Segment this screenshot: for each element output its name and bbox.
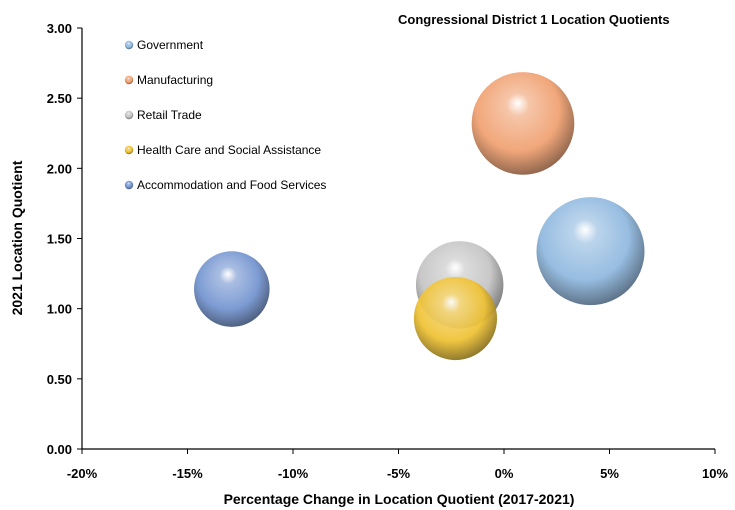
legend-marker: [124, 110, 134, 120]
x-tick-label: -20%: [67, 466, 98, 481]
legend-marker: [124, 145, 134, 155]
legend-marker: [124, 40, 134, 50]
legend-label: Accommodation and Food Services: [137, 178, 326, 192]
chart-title: Congressional District 1 Location Quotie…: [398, 12, 670, 27]
x-tick-label: 5%: [600, 466, 619, 481]
bubble-accommodation-and-food-services: [194, 251, 270, 327]
legend-label: Retail Trade: [137, 108, 202, 122]
axes: 0.00 0.50 1.00 1.50 2.00 2.50 3.00 -20% -15% -10%…: [47, 21, 729, 481]
y-tick-label: 1.50: [47, 232, 72, 247]
bubbles: [194, 72, 645, 361]
x-tick-label: -5%: [387, 466, 411, 481]
legend-marker: [124, 180, 134, 190]
legend-label: Government: [137, 38, 204, 52]
legend-marker: [124, 75, 134, 85]
legend-label: Manufacturing: [137, 73, 213, 87]
y-tick-label: 0.00: [47, 442, 72, 457]
bubble-manufacturing: [471, 72, 575, 175]
bubble-health-care-and-social-assistance: [413, 276, 498, 361]
x-tick-label: -15%: [172, 466, 203, 481]
y-tick-label: 2.00: [47, 161, 72, 176]
bubble-government: [536, 197, 645, 306]
x-axis-title: Percentage Change in Location Quotient (…: [224, 491, 575, 507]
y-axis-title: 2021 Location Quotient: [9, 160, 25, 315]
y-tick-label: 2.50: [47, 91, 72, 106]
x-tick-label: 10%: [702, 466, 728, 481]
legend-label: Health Care and Social Assistance: [137, 143, 321, 157]
y-tick-label: 1.00: [47, 302, 72, 317]
x-tick-label: 0%: [495, 466, 514, 481]
legend: Government Manufacturing Retail Trade Healt…: [124, 38, 326, 192]
y-tick-label: 0.50: [47, 372, 72, 387]
x-tick-label: -10%: [278, 466, 309, 481]
y-tick-label: 3.00: [47, 21, 72, 36]
